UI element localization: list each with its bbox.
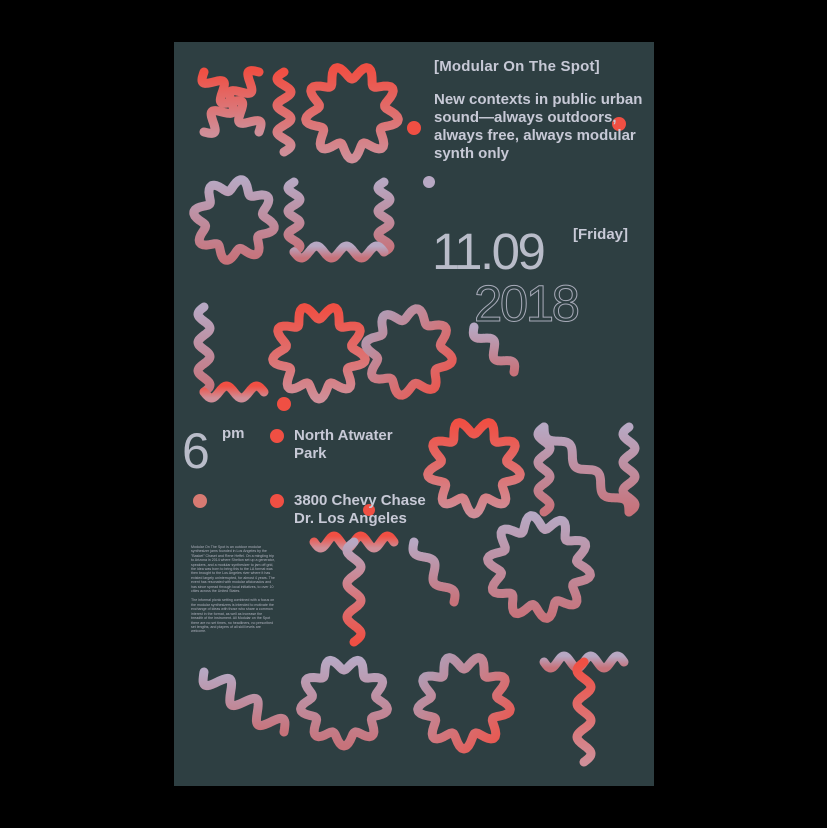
glyph-u-1 <box>283 177 305 257</box>
accent-dot-5 <box>277 397 291 411</box>
body-paragraph-2: The informal picnic setting combined wit… <box>191 598 275 634</box>
glyph-o <box>301 63 403 164</box>
glyph-l-1 <box>193 302 215 397</box>
accent-dot-4 <box>193 494 207 508</box>
glyph-p <box>296 655 392 751</box>
address-bullet <box>270 494 284 508</box>
glyph-r <box>361 304 457 400</box>
glyph-h-1 <box>408 537 460 607</box>
glyph-t-4 <box>572 657 596 767</box>
venue-name: North Atwater Park <box>294 427 393 462</box>
event-weekday: [Friday] <box>573 226 629 243</box>
glyph-m-2 <box>199 66 264 138</box>
glyph-o-3 <box>413 653 515 754</box>
modular-letterform-pattern <box>189 63 640 767</box>
glyph-o-2 <box>423 418 525 519</box>
body-copy: Modular On The Spot is an outdoor modula… <box>191 545 275 639</box>
event-time-hour: 6 <box>182 423 210 479</box>
accent-dot-1 <box>612 117 626 131</box>
glyph-n-2 <box>539 422 634 517</box>
brand-title: [Modular On The Spot] <box>434 58 600 75</box>
tagline: New contexts in public urban sound—alway… <box>434 91 643 162</box>
glyph-u-3 <box>289 241 389 263</box>
glyph-m-3 <box>272 67 296 157</box>
glyph-e <box>483 511 595 623</box>
event-year: 2018 <box>473 275 580 333</box>
glyph-l-2 <box>199 381 269 403</box>
glyph-u-2 <box>373 177 395 257</box>
glyph-r-leg <box>468 322 520 377</box>
poster: [Modular On The Spot] New contexts in pu… <box>174 42 654 786</box>
accent-dot-6 <box>407 121 421 135</box>
glyph-a <box>268 303 370 404</box>
glyph-d <box>189 175 279 265</box>
body-paragraph-1: Modular On The Spot is an outdoor modula… <box>191 545 275 594</box>
venue-bullet <box>270 429 284 443</box>
accent-dot-2 <box>423 176 435 188</box>
glyph-t-2 <box>342 537 366 647</box>
venue-address: 3800 Chevy Chase Dr. Los Angeles <box>294 492 426 527</box>
accent-dot-3 <box>363 504 375 516</box>
event-time-suffix: pm <box>222 425 245 442</box>
glyph-n-3 <box>618 422 640 517</box>
glyph-s <box>198 667 290 737</box>
event-date: 11.09 <box>432 223 546 280</box>
